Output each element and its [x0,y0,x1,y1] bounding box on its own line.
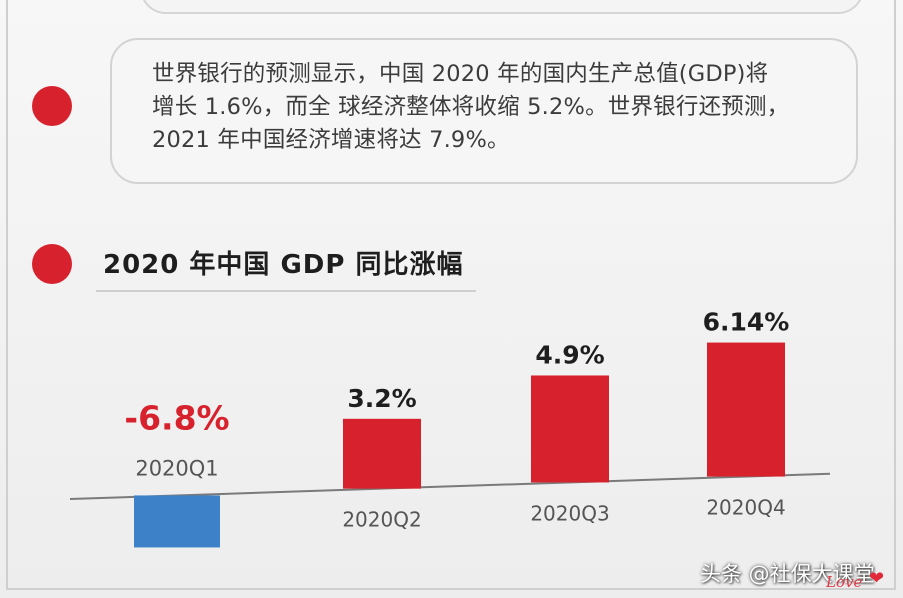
red-bullet-icon [32,86,72,126]
love-mark: Love [826,573,863,591]
red-bullet-icon [32,244,72,284]
watermark-text: 头条 @社保大课堂 [700,562,875,586]
bar-2020Q1 [134,495,220,548]
info-line: 世界银行的预测显示，中国 2020 年的国内生产总值(GDP)将 [152,61,769,87]
category-label-2020Q2: 2020Q2 [342,508,421,532]
heart-icon: ❤ [869,568,885,589]
info-box: 世界银行的预测显示，中国 2020 年的国内生产总值(GDP)将 增长 1.6%… [110,38,858,184]
value-label-2020Q3: 4.9% [535,340,604,369]
bar-2020Q4 [707,342,785,477]
value-label-2020Q4: 6.14% [703,308,790,337]
page-frame [6,0,896,590]
info-line: 2021 年中国经济增速将达 7.9%。 [152,127,510,153]
info-line: 增长 1.6%，而全 球经济整体将收缩 5.2%。世界银行还预测， [152,94,790,120]
bar-2020Q3 [531,375,609,483]
value-label-2020Q1: -6.8% [124,398,229,437]
value-label-2020Q2: 3.2% [347,384,416,413]
category-label-2020Q4: 2020Q4 [706,496,785,520]
chart-title: 2020 年中国 GDP 同比涨幅 [103,250,464,280]
title-divider [96,290,476,292]
x-axis-line [69,472,831,500]
category-label-2020Q1: 2020Q1 [135,456,218,480]
category-label-2020Q3: 2020Q3 [530,501,609,525]
bar-2020Q2 [343,418,421,489]
